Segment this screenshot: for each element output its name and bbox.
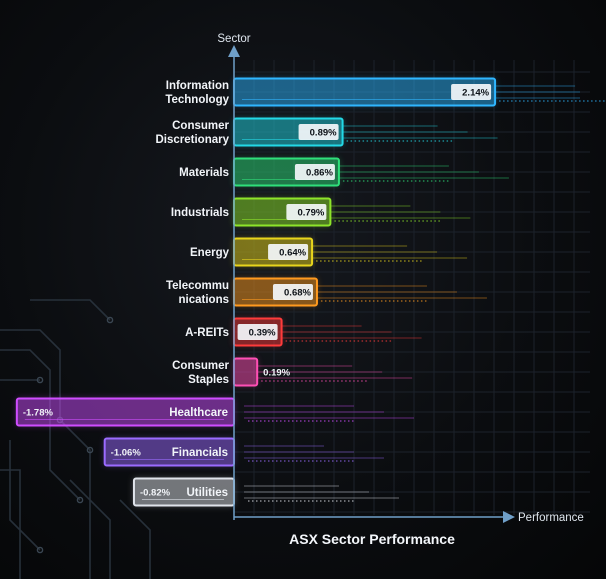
circuit-trace (119, 499, 151, 579)
circuit-trace (0, 349, 81, 501)
category-label: Information Technology (165, 80, 229, 106)
value-label: -0.82% (140, 488, 171, 499)
value-label: 0.64% (279, 248, 306, 259)
value-label-bg (268, 244, 309, 260)
value-label: 0.79% (297, 208, 324, 219)
bar-glow (133, 478, 234, 506)
bar-glow (234, 78, 496, 106)
category-label: Telecommu nications (166, 280, 229, 306)
circuit-trace (0, 469, 21, 579)
circuit-node (76, 496, 84, 504)
circuit-trace (9, 440, 41, 551)
chart-title: ASX Sector Performance (289, 531, 455, 547)
value-label: 0.39% (249, 328, 276, 339)
circuit-node (86, 446, 94, 454)
circuit-trace (69, 479, 111, 579)
value-label: 0.68% (284, 288, 311, 299)
value-label-bg (298, 124, 339, 140)
category-label: A-REITs (185, 327, 229, 339)
value-label: -1.06% (111, 448, 142, 459)
bar-glow (16, 398, 235, 426)
y-axis-label: Sector (217, 33, 250, 45)
category-label: Healthcare (169, 407, 228, 419)
category-label: Materials (179, 167, 229, 179)
bar-glow (234, 358, 258, 386)
circuit-trace (0, 329, 61, 420)
light-streaks (244, 85, 606, 502)
bar-glow (104, 438, 235, 466)
value-label: -1.78% (23, 408, 54, 419)
bar (233, 357, 259, 387)
x-axis-label: Performance (518, 512, 584, 524)
category-label: Industrials (171, 207, 229, 219)
circuit-node (106, 316, 114, 324)
circuit-node (36, 376, 44, 384)
circuit-trace (59, 419, 91, 579)
value-label-bg (237, 324, 278, 340)
bars: 2.14% Information Technology 0.89% Consumer D… (15, 77, 497, 507)
category-label: Consumer Staples (172, 360, 229, 386)
value-label-bg (286, 204, 327, 220)
circuit-node (36, 546, 44, 554)
value-label: 2.14% (462, 88, 489, 99)
value-label-bg (294, 164, 335, 180)
value-label-bg (451, 84, 492, 100)
value-label: 0.89% (310, 128, 337, 139)
value-label-bg (272, 284, 313, 300)
category-label: Consumer Discretionary (155, 120, 229, 146)
value-label: 0.86% (306, 168, 333, 179)
circuit-trace (30, 299, 111, 321)
category-label: Energy (190, 247, 230, 259)
value-label: 0.19% (263, 368, 290, 379)
category-label: Utilities (186, 487, 228, 499)
circuit-decoration (0, 299, 151, 579)
category-label: Financials (172, 447, 228, 459)
